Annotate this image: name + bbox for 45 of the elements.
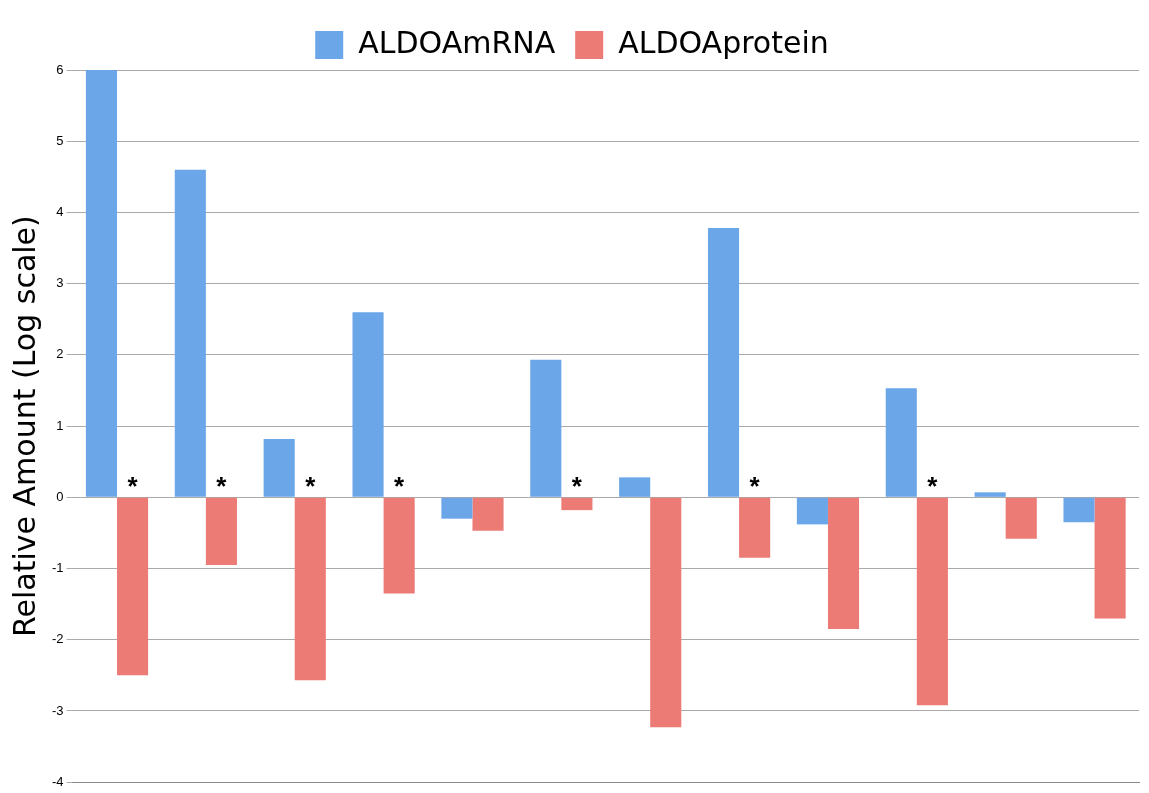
data-label: *	[749, 471, 761, 502]
y-tick-label: 4	[56, 204, 64, 220]
bar	[85, 70, 117, 497]
bar	[472, 497, 504, 531]
bar	[116, 497, 149, 676]
bar	[1063, 497, 1095, 523]
bar	[739, 497, 771, 558]
y-tick-label: 5	[56, 132, 64, 148]
legend-label: ALDOAmRNA	[358, 24, 556, 60]
data-label: *	[571, 471, 583, 502]
bar	[1005, 497, 1037, 539]
bar	[174, 169, 206, 497]
bar	[294, 497, 326, 681]
legend-label: ALDOAprotein	[618, 24, 829, 60]
bar	[205, 497, 237, 565]
y-tick-label: 1	[56, 417, 64, 433]
bar	[650, 497, 682, 728]
y-tick-label: 3	[56, 275, 64, 291]
bar	[827, 497, 860, 630]
bar	[707, 228, 740, 497]
bar	[619, 477, 651, 497]
y-tick-label: -4	[52, 773, 64, 789]
data-label: *	[394, 471, 406, 502]
y-tick-label: 2	[56, 346, 64, 362]
bar	[352, 312, 384, 497]
bar	[885, 388, 917, 497]
bar	[530, 359, 562, 497]
data-label: *	[927, 471, 939, 502]
y-axis-title: Relative Amount (Log scale)	[6, 215, 42, 637]
bar	[796, 497, 828, 525]
bar	[383, 497, 415, 594]
y-tick-label: 0	[56, 488, 64, 504]
bar	[441, 497, 473, 519]
data-label: *	[127, 471, 139, 502]
bar	[263, 438, 295, 497]
y-tick-label: -3	[52, 702, 64, 718]
y-tick-label: -2	[52, 631, 64, 647]
data-label: *	[216, 471, 228, 502]
y-tick-label: -1	[52, 560, 64, 576]
bar	[974, 492, 1006, 497]
bar	[916, 497, 948, 706]
bar	[561, 497, 593, 511]
data-label: *	[305, 471, 317, 502]
bar	[1094, 497, 1126, 619]
y-tick-label: 6	[56, 61, 64, 77]
